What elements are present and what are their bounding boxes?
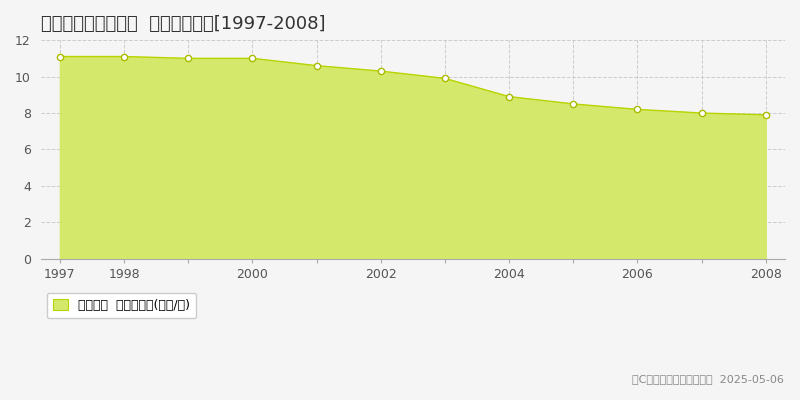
- Legend: 基準地価  平均坪単価(万円/坪): 基準地価 平均坪単価(万円/坪): [47, 293, 196, 318]
- Text: 不破郡関ケ原町松尾  基準地価推移[1997-2008]: 不破郡関ケ原町松尾 基準地価推移[1997-2008]: [41, 15, 325, 33]
- Text: （C）土地価格ドットコム  2025-05-06: （C）土地価格ドットコム 2025-05-06: [632, 374, 784, 384]
